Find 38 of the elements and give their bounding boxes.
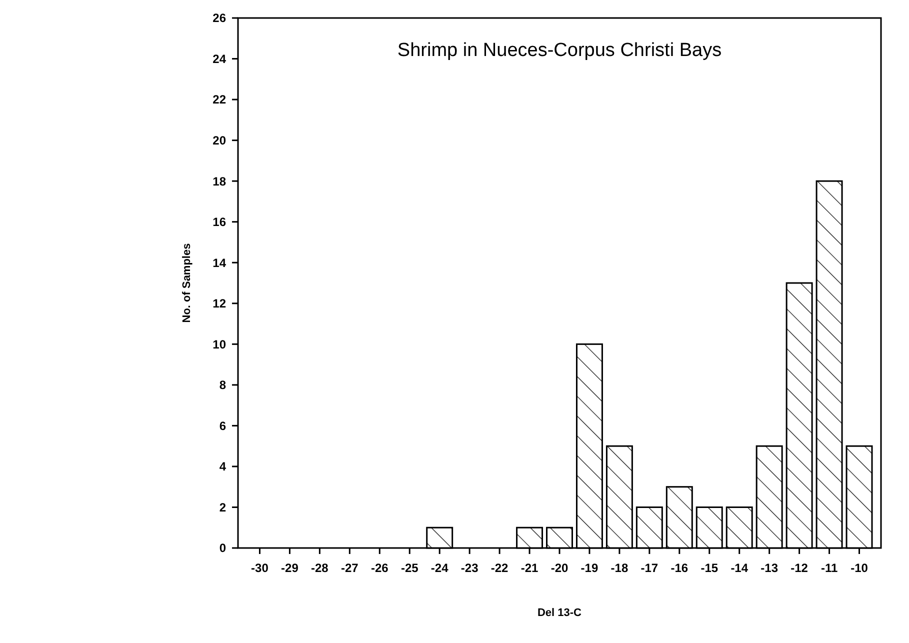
y-tick-label: 22 xyxy=(212,92,226,107)
y-tick-label: 4 xyxy=(219,460,226,474)
x-tick-label: -15 xyxy=(700,561,718,575)
y-tick-label: 16 xyxy=(212,215,226,230)
x-tick-label: -22 xyxy=(490,561,509,575)
x-tick-label: -29 xyxy=(281,561,299,575)
x-tick-label: -10 xyxy=(850,561,868,575)
x-tick-label: -20 xyxy=(550,561,568,575)
x-tick-label: -17 xyxy=(640,561,658,575)
y-tick-label: 18 xyxy=(212,174,226,188)
x-axis-title: Del 13-C xyxy=(537,607,582,619)
x-tick-label: -26 xyxy=(370,561,389,575)
y-tick-label: 6 xyxy=(219,418,226,433)
y-tick-label: 10 xyxy=(212,337,226,352)
y-tick-label: 0 xyxy=(219,541,226,556)
y-tick-label: 24 xyxy=(212,52,226,66)
x-tick-label: -19 xyxy=(580,561,598,575)
x-tick-label: -21 xyxy=(520,561,539,575)
y-axis-title: No. of Samples xyxy=(181,243,193,323)
y-tick-label: 12 xyxy=(212,296,226,311)
x-tick-label: -28 xyxy=(311,561,329,575)
y-tick-label: 14 xyxy=(212,256,226,270)
y-tick-label: 20 xyxy=(212,134,226,148)
x-tick-label: -16 xyxy=(670,561,688,575)
y-tick-label: 2 xyxy=(219,500,226,514)
x-tick-label: -12 xyxy=(790,561,808,575)
x-tick-label: -30 xyxy=(251,561,269,575)
x-tick-label: -18 xyxy=(610,561,628,575)
y-tick-label: 8 xyxy=(219,378,226,392)
text: Shrimp in Nueces-Corpus Christi Bays xyxy=(397,40,722,61)
x-tick-label: -24 xyxy=(430,561,449,575)
x-tick-label: -14 xyxy=(730,561,748,575)
x-tick-label: -11 xyxy=(820,561,838,575)
y-tick-label: 26 xyxy=(212,11,226,26)
x-tick-label: -23 xyxy=(460,561,479,575)
x-tick-label: -13 xyxy=(760,561,778,575)
x-tick-label: -27 xyxy=(340,561,359,575)
x-tick-label: -25 xyxy=(400,561,419,575)
